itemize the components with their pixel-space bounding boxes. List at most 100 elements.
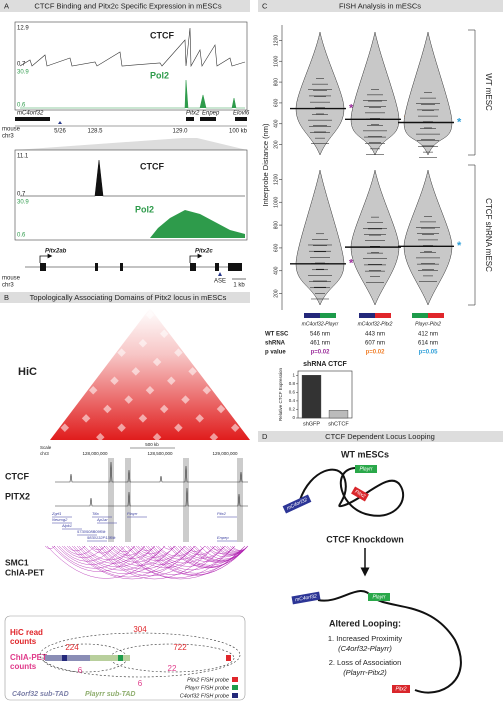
arc: [46, 545, 166, 579]
arc: [61, 545, 106, 559]
arc: [51, 545, 146, 572]
arc: [120, 545, 226, 575]
highlight: [237, 458, 243, 542]
arc: [127, 545, 196, 565]
gene-label: Playrr: [127, 511, 138, 516]
locus: [291, 591, 321, 605]
coordinate: 129,000,000: [212, 451, 238, 456]
axis-label: Interprobe Distance (nm): [261, 123, 270, 206]
row-label: shRNA: [265, 341, 286, 347]
hic-cell: [117, 348, 126, 357]
hic-cell: [110, 376, 119, 386]
arc: [189, 545, 249, 562]
arc: [179, 545, 226, 559]
chart-title: shRNA CTCF: [303, 361, 347, 368]
panel-title: CTCF Binding and Pitx2c Specific Express…: [34, 1, 221, 10]
y-tick-label: 0.8: [289, 381, 296, 386]
table-cell: 461 nm: [310, 341, 330, 347]
legend-label: counts: [10, 662, 37, 671]
y-tick-label: 0.2: [289, 407, 296, 412]
hic-cell: [230, 423, 240, 433]
arc: [53, 545, 136, 569]
marker: [218, 272, 222, 276]
marker: [58, 121, 62, 124]
panel-title: FISH Analysis in mESCs: [339, 1, 421, 10]
bar: [328, 410, 349, 419]
marker-label: 5/26: [54, 129, 66, 135]
gene-label: Pitx2c: [195, 249, 213, 255]
gene-label: Neurog2: [52, 517, 68, 522]
track-box: [14, 149, 248, 241]
interaction-loop: [109, 643, 235, 673]
locus-label: Pitx2: [354, 489, 367, 500]
row-label: p value: [265, 350, 286, 356]
hic-cell: [88, 385, 98, 395]
panel-letter: B: [4, 293, 9, 302]
arc: [83, 545, 136, 561]
y-tick-label: 600: [273, 99, 279, 108]
hic-cell: [195, 414, 204, 423]
arc: [76, 545, 166, 571]
gene: [200, 117, 216, 121]
probe: [226, 655, 231, 661]
p-value: p=0.02: [366, 350, 386, 356]
arc: [152, 545, 216, 564]
hic-cell: [202, 385, 212, 395]
track-label: CTCF: [5, 471, 29, 481]
track-min: 0.6: [17, 233, 26, 239]
exon: [190, 263, 196, 271]
chromosome: chr3: [2, 283, 14, 289]
arc: [100, 545, 186, 570]
panel-letter: A: [4, 1, 9, 10]
violin: [295, 169, 345, 306]
arc: [44, 545, 56, 549]
scale-label: 500 kb: [145, 442, 159, 447]
arc: [137, 545, 156, 551]
y-tick-label: 400: [273, 266, 279, 275]
track-label: SMC1: [5, 557, 29, 567]
hic-cell: [174, 423, 183, 433]
legend-swatch: [232, 685, 238, 690]
panel-title: CTCF Dependent Locus Looping: [325, 432, 435, 441]
hic-texture: [60, 310, 240, 442]
track-label: Pol2: [135, 204, 154, 214]
subtad-bar: [90, 655, 130, 661]
coordinate: 128,500,000: [147, 451, 173, 456]
chromatin: [299, 467, 405, 517]
hic-cell: [96, 432, 105, 442]
arc: [142, 545, 249, 576]
legend-label: counts: [10, 637, 37, 646]
gene-label: Ap1ar: [96, 517, 108, 522]
pair-label: mC4orf32-Playrr: [302, 321, 339, 327]
track-max: 11.1: [17, 154, 29, 160]
y-tick-label: 800: [273, 78, 279, 87]
hic-cell: [103, 404, 112, 414]
legend-label: HiC read: [10, 628, 43, 637]
y-tick-label: 600: [273, 244, 279, 253]
subheading: Altered Looping:: [329, 618, 401, 628]
y-tick-label: 200: [273, 289, 279, 298]
gene-label: Elovl6: [233, 111, 250, 117]
header-bar: [0, 292, 250, 303]
table-cell: 546 nm: [310, 332, 330, 338]
exon: [40, 263, 46, 271]
arc: [132, 545, 176, 558]
violin: [350, 169, 400, 306]
hic-cell: [81, 414, 91, 423]
x-tick-label: shGFP: [303, 421, 320, 427]
chromosome: chr3: [2, 134, 14, 140]
y-tick-label: 400: [273, 119, 279, 128]
arc: [174, 545, 246, 566]
track-max: 12.9: [17, 26, 29, 32]
highlight: [183, 458, 189, 542]
hic-cell: [152, 357, 162, 367]
arc: [169, 545, 249, 568]
condition-label: CTCF shRNA mESC: [484, 198, 493, 272]
hic-cell: [209, 432, 219, 442]
locus: [355, 465, 377, 473]
locus-label: mC4orf32: [295, 593, 318, 603]
coordinate: 129.0: [172, 129, 188, 135]
scale-label: 1 kb: [233, 283, 245, 289]
header-bar: [258, 0, 503, 12]
significance-star: *: [457, 240, 462, 252]
